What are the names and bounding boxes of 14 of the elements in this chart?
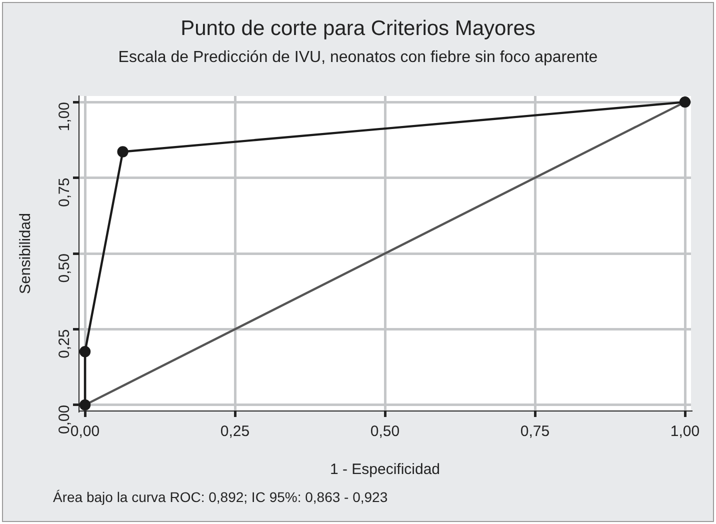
x-tick-label: 1,00 (670, 423, 700, 440)
x-tick-label: 0,75 (520, 423, 550, 440)
y-tick-label: 0,25 (56, 329, 74, 358)
y-axis-title: Sensibilidad (17, 213, 34, 294)
x-axis-title: 1 - Especificidad (330, 461, 440, 478)
x-tick-label: 0,25 (220, 423, 250, 440)
chart-title: Punto de corte para Criterios Mayores (180, 17, 536, 41)
y-tick-label: 0,75 (56, 178, 74, 207)
y-tick-label: 1,00 (56, 102, 74, 132)
x-tick-label: 0,50 (370, 423, 400, 440)
chart-subtitle: Escala de Predicción de IVU, neonatos con fiebre sin foco aparente (117, 49, 599, 67)
y-tick-label: 0,50 (56, 254, 74, 283)
text: Área bajo la curva ROC: 0,892; IC 95%: 0,863 - 0,923 (53, 489, 388, 505)
x-tick-label: 0,00 (70, 423, 100, 440)
